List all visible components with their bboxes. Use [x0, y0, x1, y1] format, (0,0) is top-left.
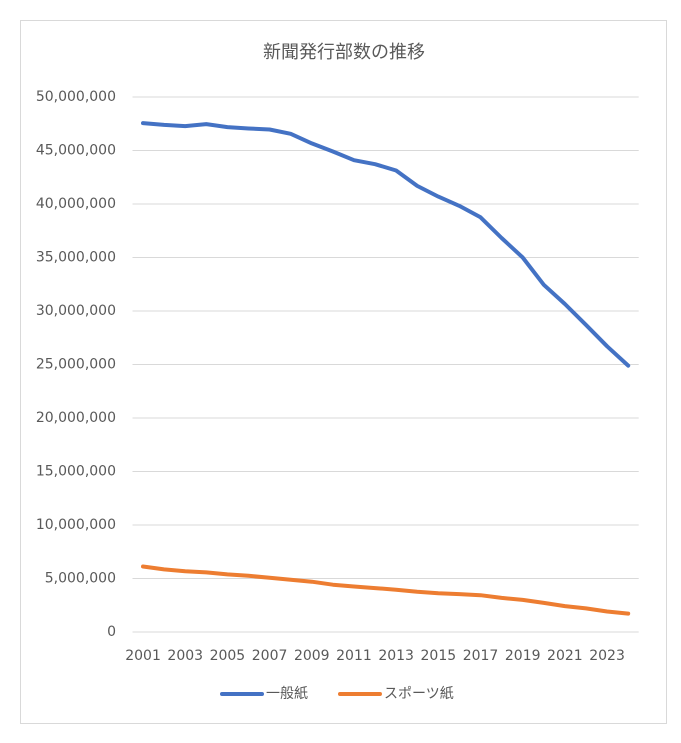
- y-tick-label: 25,000,000: [36, 357, 116, 373]
- x-tick-label: 2009: [294, 648, 330, 664]
- y-tick-label: 20,000,000: [36, 410, 116, 426]
- x-tick-label: 2007: [252, 648, 288, 664]
- y-tick-label: 50,000,000: [36, 89, 116, 105]
- y-tick-label: 30,000,000: [36, 303, 116, 319]
- x-tick-label: 2011: [336, 648, 372, 664]
- x-tick-label: 2013: [378, 648, 414, 664]
- x-tick-label: 2005: [210, 648, 246, 664]
- y-tick-label: 10,000,000: [36, 517, 116, 533]
- y-tick-label: 5,000,000: [45, 571, 116, 587]
- x-tick-label: 2003: [167, 648, 203, 664]
- legend-label: スポーツ紙: [384, 686, 454, 702]
- y-tick-label: 40,000,000: [36, 196, 116, 212]
- x-tick-label: 2019: [505, 648, 541, 664]
- x-tick-label: 2001: [125, 648, 161, 664]
- series-line: [141, 121, 631, 368]
- y-tick-label: 0: [107, 624, 116, 640]
- x-tick-label: 2015: [421, 648, 457, 664]
- chart-frame: [20, 20, 667, 724]
- legend-label: 一般紙: [266, 686, 308, 702]
- y-tick-label: 45,000,000: [36, 143, 116, 159]
- x-tick-label: 2017: [463, 648, 499, 664]
- chart-title: 新聞発行部数の推移: [263, 42, 425, 63]
- y-tick-label: 35,000,000: [36, 250, 116, 266]
- x-tick-label: 2021: [547, 648, 583, 664]
- series-line: [141, 564, 631, 616]
- x-tick-label: 2023: [589, 648, 625, 664]
- y-tick-label: 15,000,000: [36, 464, 116, 480]
